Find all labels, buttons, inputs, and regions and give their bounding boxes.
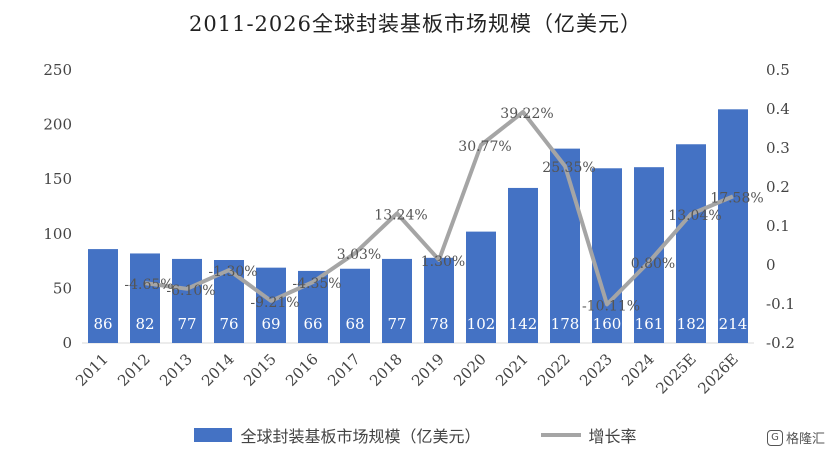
bar-value-label: 82: [135, 315, 154, 333]
bar: [466, 231, 496, 343]
x-tick-label: 2022: [534, 350, 574, 390]
y-left-tick-label: 100: [43, 225, 72, 243]
y-right-tick-label: 0.1: [766, 217, 790, 235]
y-right-tick-label: -0.2: [766, 334, 795, 352]
bar: [508, 187, 538, 343]
x-tick-label: 2023: [576, 350, 616, 390]
bar: [130, 253, 160, 343]
x-tick-label: 2020: [450, 350, 490, 390]
bar: [550, 148, 580, 343]
bar: [676, 144, 706, 343]
x-tick-label: 2021: [492, 350, 532, 390]
bar-value-label: 214: [719, 315, 748, 333]
bar-value-label: 178: [551, 315, 580, 333]
growth-value-label: 0.80%: [631, 256, 675, 272]
bar-value-label: 77: [387, 315, 406, 333]
x-tick-label: 2025E: [652, 350, 699, 397]
y-left-tick-label: 0: [62, 334, 72, 352]
bar-value-label: 69: [261, 315, 280, 333]
combo-chart: 0 50 100 150 200 250 -0.2 -0.1 0 0.1 0.2 0.3 0.4 0.5 8…: [43, 61, 795, 398]
bar-value-label: 160: [593, 315, 622, 333]
growth-value-label: 17.58%: [710, 190, 763, 206]
bar-value-label: 77: [177, 315, 196, 333]
growth-value-label: -6.10%: [166, 283, 215, 299]
bar-value-label: 68: [345, 315, 364, 333]
legend-bar-swatch: [194, 428, 233, 442]
x-tick-label: 2019: [408, 350, 448, 390]
bar: [172, 258, 202, 343]
bar: [382, 258, 412, 343]
growth-value-label: -4.65%: [124, 277, 173, 293]
growth-value-label: 1.30%: [421, 254, 465, 270]
growth-value-label: 30.77%: [458, 139, 511, 155]
legend-line-swatch: [540, 433, 581, 437]
legend-item-bars: 全球封装基板市场规模（亿美元）: [194, 423, 481, 447]
x-tick-label: 2015: [240, 350, 280, 390]
watermark-logo-icon: G: [766, 429, 783, 446]
chart-title: 2011-2026全球封装基板市场规模（亿美元）: [189, 12, 642, 36]
bar-value-label: 182: [677, 315, 706, 333]
legend-line-label: 增长率: [588, 427, 637, 446]
x-tick-label: 2024: [618, 350, 658, 390]
bar: [592, 168, 622, 343]
bar: [634, 167, 664, 343]
y-right-tick-label: 0.5: [766, 61, 790, 79]
bar-value-label: 142: [509, 315, 538, 333]
bar: [718, 109, 748, 343]
growth-value-label: -1.30%: [208, 264, 257, 280]
x-tick-label: 2026E: [694, 350, 741, 397]
bar-value-label: 86: [93, 315, 112, 333]
x-tick-label: 2012: [114, 350, 154, 390]
y-right-tick-label: 0.4: [766, 100, 790, 118]
y-right-tick-label: 0: [766, 256, 776, 274]
watermark-text: 格隆汇: [785, 432, 825, 447]
bar: [424, 257, 454, 343]
y-right-tick-label: 0.2: [766, 178, 790, 196]
bar-value-label: 66: [303, 315, 322, 333]
bar-value-label: 161: [635, 315, 664, 333]
legend-item-line: 增长率: [540, 423, 637, 447]
bar-value-label: 76: [219, 315, 238, 333]
bar: [256, 267, 286, 343]
growth-line: [144, 110, 734, 307]
growth-value-label: 3.03%: [337, 247, 381, 263]
watermark: G 格隆汇: [766, 428, 825, 447]
bar-value-label: 78: [429, 315, 448, 333]
y-right-tick-label: 0.3: [766, 139, 790, 157]
legend: 全球封装基板市场规模（亿美元） 增长率: [0, 422, 831, 448]
y-left-tick-label: 50: [53, 279, 72, 297]
bar: [340, 268, 370, 343]
x-tick-label: 2011: [72, 350, 112, 390]
x-tick-label: 2014: [198, 350, 238, 390]
y-left-tick-label: 150: [43, 170, 72, 188]
growth-value-label: -10.11%: [582, 298, 640, 314]
y-right-tick-label: -0.1: [766, 295, 795, 313]
bar-value-label: 102: [467, 315, 496, 333]
growth-value-label: -4.35%: [292, 276, 341, 292]
x-tick-label: 2018: [366, 350, 406, 390]
growth-value-label: 13.24%: [374, 207, 427, 223]
growth-value-label: 39.22%: [500, 106, 553, 122]
growth-value-label: 25.35%: [542, 160, 595, 176]
x-tick-label: 2013: [156, 350, 196, 390]
growth-value-label: 13.04%: [668, 208, 721, 224]
y-left-tick-label: 250: [43, 61, 72, 79]
x-tick-label: 2017: [324, 350, 364, 390]
legend-bar-label: 全球封装基板市场规模（亿美元）: [240, 427, 481, 446]
y-left-tick-label: 200: [43, 116, 72, 134]
growth-value-label: -9.21%: [250, 295, 299, 311]
x-tick-label: 2016: [282, 350, 322, 390]
bar: [88, 249, 118, 343]
